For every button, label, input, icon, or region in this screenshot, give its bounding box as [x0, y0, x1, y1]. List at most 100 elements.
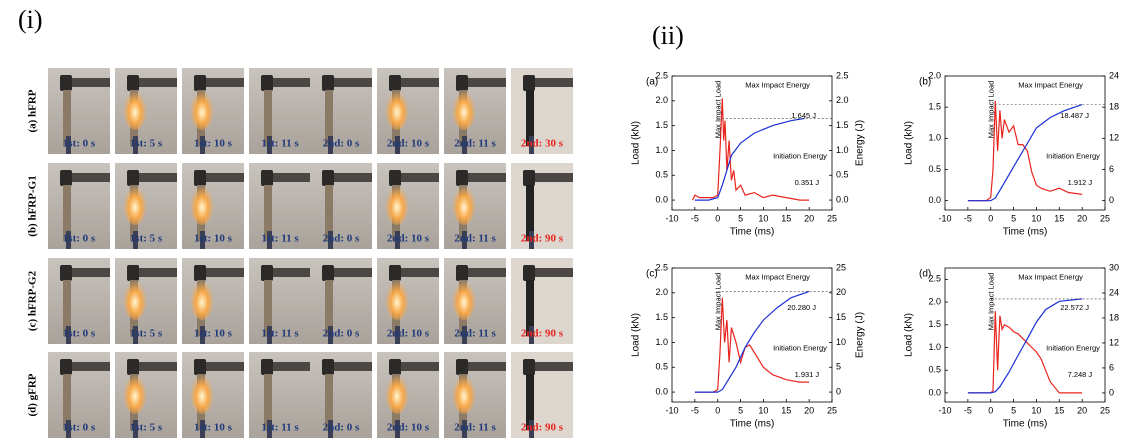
photo-caption: 2nd: 11 s — [454, 422, 496, 434]
x-tick-label: 20 — [1077, 405, 1087, 415]
y-tick-label: 1.5 — [655, 312, 668, 322]
stand — [66, 326, 71, 344]
y-tick-label: 1.0 — [928, 133, 941, 143]
x-tick-label: 0 — [715, 213, 720, 223]
torch-nozzle — [129, 173, 177, 182]
x-tick-label: 10 — [1031, 405, 1041, 415]
y2-tick-label: 12 — [1109, 133, 1119, 143]
y2-tick-label: 12 — [1109, 337, 1119, 347]
row-label: (c) hFRP-G2 — [27, 270, 39, 331]
y-axis-title: Load (kN) — [904, 121, 915, 165]
stand — [395, 231, 400, 249]
photo: 2nd: 90 s — [511, 258, 573, 344]
stand — [462, 136, 467, 154]
annotation: 1.912 J — [1068, 178, 1093, 187]
photo: 2nd: 0 s — [310, 68, 372, 154]
torch-nozzle — [129, 78, 177, 87]
x-tick-label: 15 — [781, 213, 791, 223]
flame — [452, 181, 476, 225]
annotation: Max Impact Load — [986, 81, 995, 139]
photo: 1st: 0 s — [48, 68, 110, 154]
torch-nozzle — [324, 78, 372, 87]
torch-nozzle — [458, 268, 506, 277]
photo: 1st: 10 s — [182, 352, 244, 438]
data-line — [692, 98, 810, 201]
panel-label: (d) — [919, 269, 931, 280]
annotation: Max Impact Energy — [745, 80, 810, 89]
x-tick-label: -5 — [691, 213, 699, 223]
photo: 1st: 5 s — [115, 258, 177, 344]
panel-label: (ii) — [652, 21, 684, 50]
photo-caption: 2nd: 90 s — [521, 233, 564, 245]
torch-nozzle — [263, 173, 311, 182]
x-tick-label: 10 — [1031, 213, 1041, 223]
chart: -10 -5 0 5 10 15 20 25 0.0 0.5 1.0 1.5 2.0 2.5 0.0 0.5 1… — [631, 70, 866, 237]
photo-caption: 1st: 10 s — [194, 328, 233, 340]
photo: 2nd: 11 s — [444, 352, 506, 438]
flame — [452, 86, 476, 130]
y-tick-label: 2.0 — [655, 287, 668, 297]
stand — [66, 420, 71, 438]
photo-caption: 2nd: 0 s — [323, 138, 360, 150]
stand — [328, 231, 333, 249]
annotation: 0.351 J — [795, 178, 820, 187]
specimen — [526, 280, 534, 336]
annotation: 7.248 J — [1068, 370, 1093, 379]
photo-caption: 1st: 5 s — [130, 233, 163, 245]
photo-caption: 1st: 5 s — [130, 422, 163, 434]
photo: 2nd: 10 s — [377, 352, 439, 438]
stand — [133, 420, 138, 438]
x-tick-label: 15 — [1054, 213, 1064, 223]
chart: -10 -5 0 5 10 15 20 25 0.0 0.5 1.0 1.5 2.0 2.5 0 5 10 15 2… — [631, 262, 866, 429]
specimen — [63, 90, 71, 146]
torch-nozzle — [525, 362, 573, 371]
photo: 2nd: 11 s — [444, 258, 506, 344]
x-tick-label: 25 — [827, 405, 837, 415]
torch-nozzle — [263, 268, 311, 277]
x-tick-label: 20 — [804, 405, 814, 415]
torch-head — [261, 75, 273, 91]
stand — [395, 136, 400, 154]
x-tick-label: -10 — [938, 213, 951, 223]
photo: 2nd: 0 s — [310, 352, 372, 438]
photo: 2nd: 10 s — [377, 163, 439, 249]
flame — [190, 370, 214, 414]
y2-tick-label: 18 — [1109, 312, 1119, 322]
y-axis-title: Load (kN) — [631, 121, 642, 165]
x-axis-title: Time (ms) — [1003, 419, 1048, 430]
torch-nozzle — [525, 173, 573, 182]
y2-tick-label: 24 — [1109, 70, 1119, 80]
x-tick-label: 15 — [1054, 405, 1064, 415]
torch-nozzle — [391, 78, 439, 87]
specimen — [63, 185, 71, 241]
y-tick-label: 0.5 — [655, 362, 668, 372]
row-label: (a) hFRP — [27, 89, 39, 132]
x-tick-label: -5 — [964, 405, 972, 415]
plot-frame — [944, 75, 1106, 211]
torch-nozzle — [196, 268, 244, 277]
y-tick-label: 1.0 — [655, 145, 668, 155]
flame — [385, 86, 409, 130]
torch-nozzle — [391, 362, 439, 371]
x-tick-label: 0 — [988, 213, 993, 223]
photo: 2nd: 90 s — [511, 352, 573, 438]
x-axis-title: Time (ms) — [1003, 227, 1048, 238]
photo-caption: 1st: 11 s — [261, 422, 299, 434]
y-tick-label: 0.5 — [928, 164, 941, 174]
x-axis-title: Time (ms) — [730, 419, 775, 430]
x-tick-label: 10 — [758, 405, 768, 415]
torch-nozzle — [196, 78, 244, 87]
y-tick-label: 0.0 — [928, 387, 941, 397]
torch-nozzle — [324, 362, 372, 371]
photo-caption: 1st: 5 s — [130, 138, 163, 150]
y2-tick-label: 18 — [1109, 102, 1119, 112]
stand — [133, 231, 138, 249]
photo: 1st: 10 s — [182, 258, 244, 344]
y-tick-label: 0.0 — [655, 386, 668, 396]
row-label: (b) hFRP-G1 — [27, 175, 39, 236]
y2-tick-label: 0 — [836, 386, 841, 396]
stand — [66, 231, 71, 249]
data-line — [694, 297, 810, 393]
photo-caption: 2nd: 90 s — [521, 328, 564, 340]
